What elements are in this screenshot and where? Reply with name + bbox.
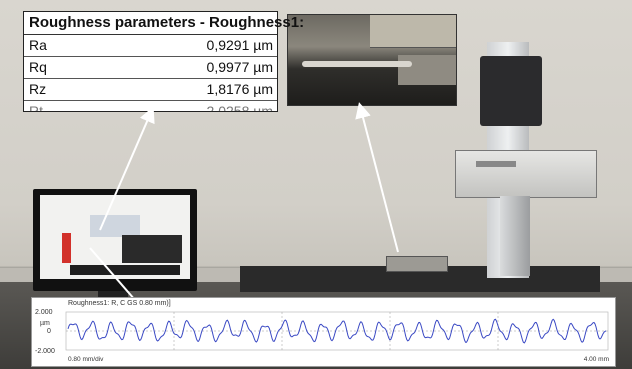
roughness-table-title: Roughness parameters - Roughness1: bbox=[24, 12, 304, 35]
monitor-stand bbox=[98, 291, 128, 297]
profile-plot bbox=[65, 311, 609, 351]
y-tick-bottom: -2.000 bbox=[35, 348, 55, 355]
x-label-scale: 0.80 mm/div bbox=[68, 356, 104, 363]
monitor bbox=[33, 189, 197, 291]
screen-panel-bottom bbox=[70, 265, 180, 275]
param-value: 0,9291 µm bbox=[206, 37, 273, 53]
inset-base bbox=[398, 55, 456, 85]
profile-line bbox=[67, 318, 607, 344]
param-name: Rz bbox=[29, 81, 47, 97]
param-value: 1,8176 µm bbox=[206, 81, 273, 97]
arrow-table bbox=[99, 106, 155, 231]
drive-unit-label-plate bbox=[476, 161, 516, 167]
inset-housing bbox=[370, 15, 456, 48]
roughness-row-rz: Rz 1,8176 µm bbox=[24, 79, 277, 101]
graph-title: Roughness1: R, C GS 0.80 mm)] bbox=[68, 300, 171, 307]
arrow-graph bbox=[89, 247, 136, 301]
column-lower bbox=[500, 196, 530, 276]
monitor-screen bbox=[40, 195, 190, 279]
arrow-inset bbox=[355, 102, 399, 253]
y-tick-top: 2.000 bbox=[35, 309, 53, 316]
roughness-row-rt: Rt 2,0258 µm bbox=[24, 101, 277, 111]
roughness-row-ra: Ra 0,9291 µm bbox=[24, 35, 277, 57]
screen-panel bbox=[90, 215, 140, 237]
roughness-row-rq: Rq 0,9977 µm bbox=[24, 57, 277, 79]
y-tick-zero: 0 bbox=[47, 328, 51, 335]
roughness-profile-graph: Roughness1: R, C GS 0.80 mm)] 2.000 µm 0… bbox=[31, 297, 616, 367]
param-name: Rq bbox=[29, 59, 47, 75]
x-label-length: 4.00 mm bbox=[583, 356, 609, 363]
screen-panel-dark bbox=[122, 235, 182, 263]
inset-stylus bbox=[302, 61, 412, 67]
param-value: 0,9977 µm bbox=[206, 59, 273, 75]
specimen-stage bbox=[386, 256, 448, 272]
y-unit: µm bbox=[40, 320, 50, 327]
stylus-inset-photo bbox=[287, 14, 457, 106]
roughness-parameters-table: Roughness parameters - Roughness1: Ra 0,… bbox=[23, 11, 304, 112]
param-name: Ra bbox=[29, 37, 47, 53]
param-name: Rt bbox=[29, 103, 43, 111]
column-head bbox=[480, 56, 542, 126]
param-value: 2,0258 µm bbox=[206, 103, 273, 111]
screen-red-bar bbox=[62, 233, 71, 263]
